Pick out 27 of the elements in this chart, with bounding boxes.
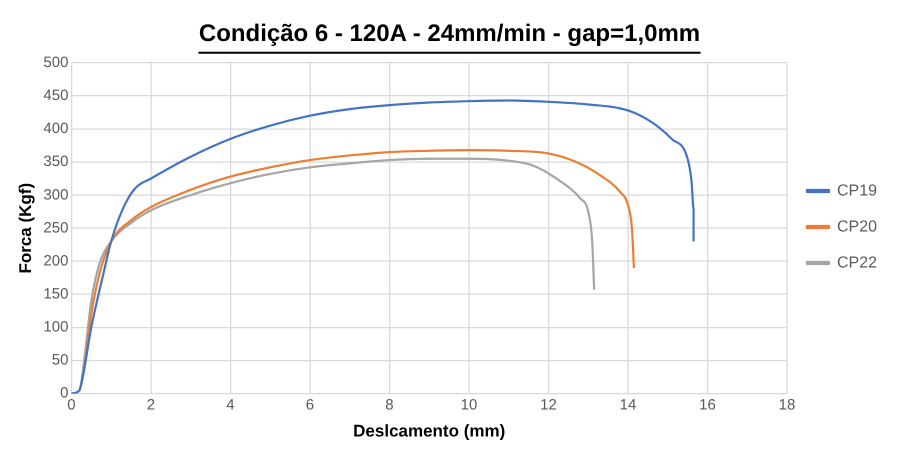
legend-label: CP20 [836, 218, 878, 236]
legend-label: CP22 [836, 254, 878, 272]
chart-title: Condição 6 - 120A - 24mm/min - gap=1,0mm [198, 20, 700, 48]
legend-label: CP19 [836, 182, 878, 200]
y-tick-label: 200 [43, 252, 68, 270]
x-tick-label: 12 [540, 396, 557, 414]
line-series [71, 99, 695, 394]
y-tick-label: 500 [43, 54, 68, 71]
x-tick-label: 2 [146, 396, 156, 414]
y-tick-label: 0 [60, 384, 68, 402]
x-tick-label: 16 [699, 396, 716, 414]
y-tick-label: 150 [43, 286, 68, 302]
y-tick-label: 300 [43, 186, 68, 204]
x-tick-label: 8 [385, 396, 394, 414]
x-tick-label: 10 [460, 396, 478, 414]
x-tick-label: 14 [620, 396, 636, 414]
y-tick-label: 50 [52, 352, 68, 369]
y-tick-label: 350 [43, 153, 68, 170]
y-tick-label: 450 [43, 87, 68, 104]
x-tick-label: 6 [306, 396, 314, 414]
y-tick-label: 250 [43, 219, 68, 236]
y-tick-label: 400 [43, 120, 68, 138]
y-tick-label: 100 [43, 318, 68, 336]
y-axis-title: Forca (Kgf) [16, 182, 35, 274]
x-axis-title: Deslcamento (mm) [353, 421, 506, 440]
x-tick-label: 4 [226, 396, 235, 414]
x-tick-label: 18 [778, 396, 796, 414]
